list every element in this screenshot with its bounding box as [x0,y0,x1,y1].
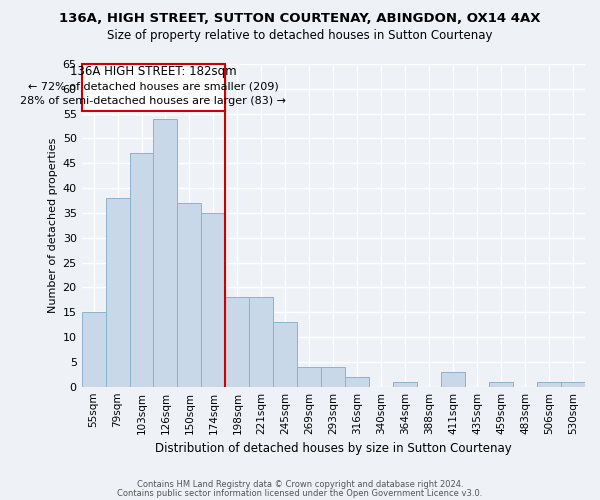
X-axis label: Distribution of detached houses by size in Sutton Courtenay: Distribution of detached houses by size … [155,442,512,455]
Bar [130,154,154,386]
Bar [441,372,465,386]
Bar [202,213,226,386]
Text: Contains public sector information licensed under the Open Government Licence v3: Contains public sector information licen… [118,489,482,498]
Bar [298,367,321,386]
Bar [106,198,130,386]
Bar [489,382,513,386]
Text: 136A, HIGH STREET, SUTTON COURTENAY, ABINGDON, OX14 4AX: 136A, HIGH STREET, SUTTON COURTENAY, ABI… [59,12,541,26]
Text: ← 72% of detached houses are smaller (209): ← 72% of detached houses are smaller (20… [28,82,279,92]
Bar [321,367,345,386]
Bar [345,377,369,386]
Bar [561,382,585,386]
Bar [82,312,106,386]
Bar [178,203,202,386]
Bar [250,298,274,386]
Text: Size of property relative to detached houses in Sutton Courtenay: Size of property relative to detached ho… [107,29,493,42]
Text: 136A HIGH STREET: 182sqm: 136A HIGH STREET: 182sqm [70,65,237,78]
Text: 28% of semi-detached houses are larger (83) →: 28% of semi-detached houses are larger (… [20,96,286,106]
Bar [82,64,226,111]
Y-axis label: Number of detached properties: Number of detached properties [49,138,58,313]
Bar [537,382,561,386]
Bar [154,118,178,386]
Bar [274,322,298,386]
Text: Contains HM Land Registry data © Crown copyright and database right 2024.: Contains HM Land Registry data © Crown c… [137,480,463,489]
Bar [226,298,250,386]
Bar [393,382,417,386]
